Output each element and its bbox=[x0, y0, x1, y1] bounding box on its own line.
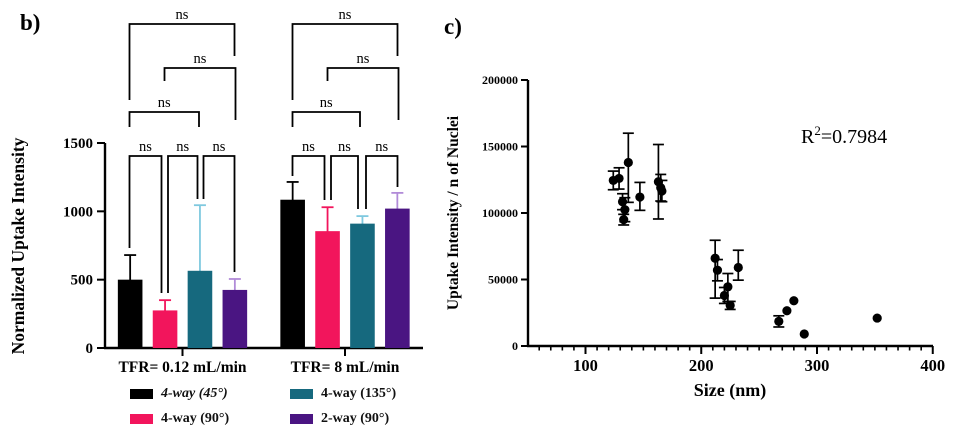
y-axis-title: Normalized Uptake Intensity bbox=[8, 137, 28, 354]
y-axis-tick-label: 1500 bbox=[63, 136, 93, 152]
bar bbox=[222, 289, 248, 348]
y-axis-tick-label: 200000 bbox=[482, 73, 518, 87]
y-axis-tick-label: 100000 bbox=[482, 206, 518, 220]
legend-item: 2-way (90°) bbox=[290, 411, 389, 427]
scatter-point bbox=[725, 300, 735, 311]
bar-chart-panel: ns ns ns ns ns ns ns ns ns ns ns ns 0 500 1000 1500 Norm… bbox=[8, 7, 423, 376]
scatter-point bbox=[799, 329, 809, 339]
significance-label: ns bbox=[176, 7, 189, 23]
bar bbox=[187, 270, 213, 348]
scatter-point bbox=[719, 290, 730, 301]
scatter-point bbox=[614, 173, 624, 184]
scatter-chart-panel: 0 50000 100000 150000 200000 Uptake Intensity… bbox=[445, 73, 945, 401]
r-squared-annotation: R2=0.7984 bbox=[801, 123, 887, 148]
significance-bracket bbox=[167, 155, 199, 293]
legend-label: 4-way (90°) bbox=[161, 411, 230, 426]
significance-label: ns bbox=[139, 139, 152, 155]
legend-swatch bbox=[130, 389, 153, 399]
scatter-point bbox=[657, 186, 667, 196]
y-axis-tick-label: 0 bbox=[512, 339, 518, 353]
x-axis-group-label: TFR= 8 mL/min bbox=[291, 359, 400, 376]
significance-label: ns bbox=[357, 51, 370, 67]
bar bbox=[315, 231, 340, 348]
y-axis-tick-label: 0 bbox=[86, 341, 94, 357]
significance-label: ns bbox=[158, 95, 171, 111]
panel-c-label: c) bbox=[444, 14, 462, 39]
significance-bracket bbox=[326, 67, 400, 120]
scatter-point bbox=[733, 262, 743, 273]
legend-swatch bbox=[290, 414, 313, 424]
scatter-point bbox=[635, 192, 645, 202]
x-axis-tick-label: 400 bbox=[920, 356, 945, 375]
scatter-point bbox=[782, 306, 792, 316]
significance-bracket bbox=[202, 155, 236, 272]
significance-bracket bbox=[128, 111, 200, 127]
scatter-point bbox=[623, 157, 633, 168]
significance-label: ns bbox=[339, 7, 352, 23]
x-axis-group-label: TFR= 0.12 mL/min bbox=[118, 359, 246, 376]
legend-item: 4-way (90°) bbox=[130, 411, 229, 427]
significance-label: ns bbox=[213, 139, 226, 155]
legend-label: 2-way (90°) bbox=[321, 411, 390, 426]
significance-label: ns bbox=[375, 139, 388, 155]
bar bbox=[350, 223, 375, 348]
x-axis-tick-label: 300 bbox=[805, 356, 830, 375]
x-axis-title: Size (nm) bbox=[694, 380, 766, 401]
legend-swatch bbox=[290, 389, 313, 399]
y-axis-tick-label: 150000 bbox=[482, 140, 518, 154]
scatter-point bbox=[712, 265, 723, 275]
significance-bracket bbox=[128, 23, 236, 100]
y-axis-title: Uptake Intensity / n of Nuclei bbox=[445, 115, 462, 310]
scatter-point bbox=[774, 316, 784, 326]
significance-label: ns bbox=[302, 139, 315, 155]
bar bbox=[152, 310, 178, 348]
x-axis-tick-label: 200 bbox=[689, 356, 714, 375]
legend-swatch bbox=[130, 414, 153, 424]
y-axis-tick-label: 50000 bbox=[488, 273, 518, 287]
scatter-point bbox=[620, 205, 630, 215]
significance-label: ns bbox=[338, 139, 351, 155]
significance-label: ns bbox=[176, 139, 189, 155]
bar bbox=[117, 279, 143, 348]
scatter-point bbox=[789, 296, 799, 306]
legend-label: 4-way (45°) bbox=[161, 386, 228, 401]
significance-bracket bbox=[365, 155, 399, 209]
scatter-point bbox=[619, 215, 629, 225]
legend-item: 4-way (135°) bbox=[290, 386, 396, 402]
significance-label: ns bbox=[320, 95, 333, 111]
scatter-point bbox=[710, 253, 720, 263]
panel-b-label: b) bbox=[20, 10, 41, 35]
significance-bracket bbox=[330, 155, 359, 209]
bar bbox=[385, 208, 410, 348]
scatter-point bbox=[872, 313, 882, 323]
legend-item: 4-way (45°) bbox=[130, 386, 228, 402]
significance-bracket bbox=[128, 155, 163, 293]
legend-label: 4-way (135°) bbox=[321, 386, 397, 401]
significance-bracket bbox=[291, 111, 361, 127]
y-axis-tick-label: 1000 bbox=[63, 204, 93, 220]
significance-bracket bbox=[291, 23, 399, 100]
x-axis-tick-label: 100 bbox=[573, 356, 598, 375]
significance-label: ns bbox=[194, 51, 207, 67]
bar bbox=[280, 199, 305, 348]
significance-bracket bbox=[291, 155, 326, 200]
y-axis-tick-label: 500 bbox=[71, 273, 94, 289]
significance-bracket bbox=[163, 67, 237, 120]
